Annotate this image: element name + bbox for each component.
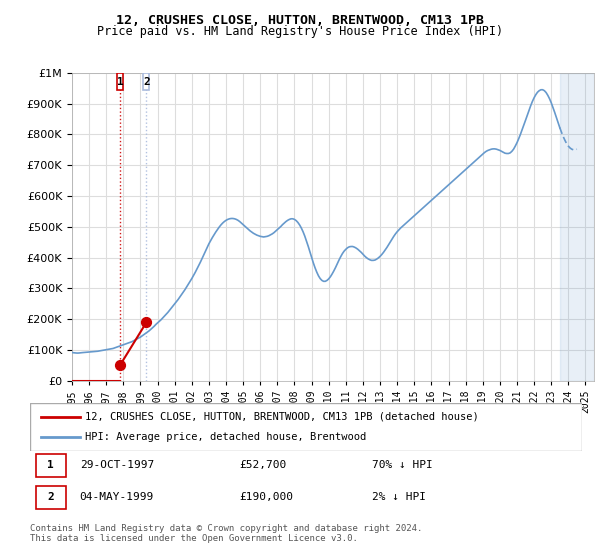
Text: 1: 1: [117, 77, 124, 87]
Text: 29-OCT-1997: 29-OCT-1997: [80, 460, 154, 470]
Text: HPI: Average price, detached house, Brentwood: HPI: Average price, detached house, Bren…: [85, 432, 367, 442]
Point: [142, 318, 151, 326]
Bar: [560, 73, 594, 381]
Text: £52,700: £52,700: [240, 460, 287, 470]
Text: Contains HM Land Registry data © Crown copyright and database right 2024.
This d: Contains HM Land Registry data © Crown c…: [30, 524, 422, 543]
FancyBboxPatch shape: [143, 73, 149, 90]
FancyBboxPatch shape: [118, 73, 124, 90]
Point: [116, 360, 125, 369]
Text: Price paid vs. HM Land Registry's House Price Index (HPI): Price paid vs. HM Land Registry's House …: [97, 25, 503, 38]
FancyBboxPatch shape: [35, 454, 66, 477]
Text: £190,000: £190,000: [240, 492, 294, 502]
Text: 12, CRUSHES CLOSE, HUTTON, BRENTWOOD, CM13 1PB (detached house): 12, CRUSHES CLOSE, HUTTON, BRENTWOOD, CM…: [85, 412, 479, 422]
Text: 70% ↓ HPI: 70% ↓ HPI: [372, 460, 433, 470]
Text: 1: 1: [47, 460, 54, 470]
Text: 2: 2: [47, 492, 54, 502]
FancyBboxPatch shape: [30, 403, 582, 451]
FancyBboxPatch shape: [35, 486, 66, 508]
Text: 04-MAY-1999: 04-MAY-1999: [80, 492, 154, 502]
Text: 2% ↓ HPI: 2% ↓ HPI: [372, 492, 426, 502]
Text: 12, CRUSHES CLOSE, HUTTON, BRENTWOOD, CM13 1PB: 12, CRUSHES CLOSE, HUTTON, BRENTWOOD, CM…: [116, 14, 484, 27]
Text: 2: 2: [143, 77, 150, 87]
